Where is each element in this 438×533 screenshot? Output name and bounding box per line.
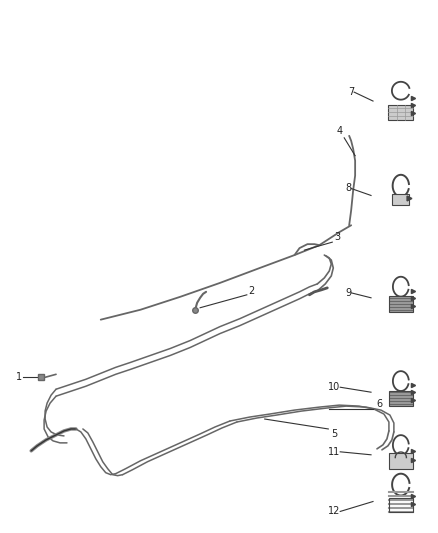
Bar — [389, 104, 413, 120]
Text: 9: 9 — [345, 288, 351, 298]
Text: 6: 6 — [376, 399, 382, 409]
Text: 4: 4 — [336, 126, 342, 136]
Text: 2: 2 — [249, 286, 255, 296]
Text: 3: 3 — [334, 232, 340, 242]
Text: 7: 7 — [348, 87, 354, 97]
Bar — [389, 454, 413, 469]
Bar — [389, 391, 413, 406]
Text: 8: 8 — [345, 183, 351, 193]
Text: 10: 10 — [328, 382, 340, 392]
Bar — [392, 194, 409, 205]
Text: 1: 1 — [16, 372, 22, 382]
Bar — [389, 296, 413, 312]
Text: 5: 5 — [331, 429, 337, 439]
Text: 12: 12 — [328, 506, 340, 516]
Text: 11: 11 — [328, 447, 340, 457]
Bar — [389, 498, 413, 512]
